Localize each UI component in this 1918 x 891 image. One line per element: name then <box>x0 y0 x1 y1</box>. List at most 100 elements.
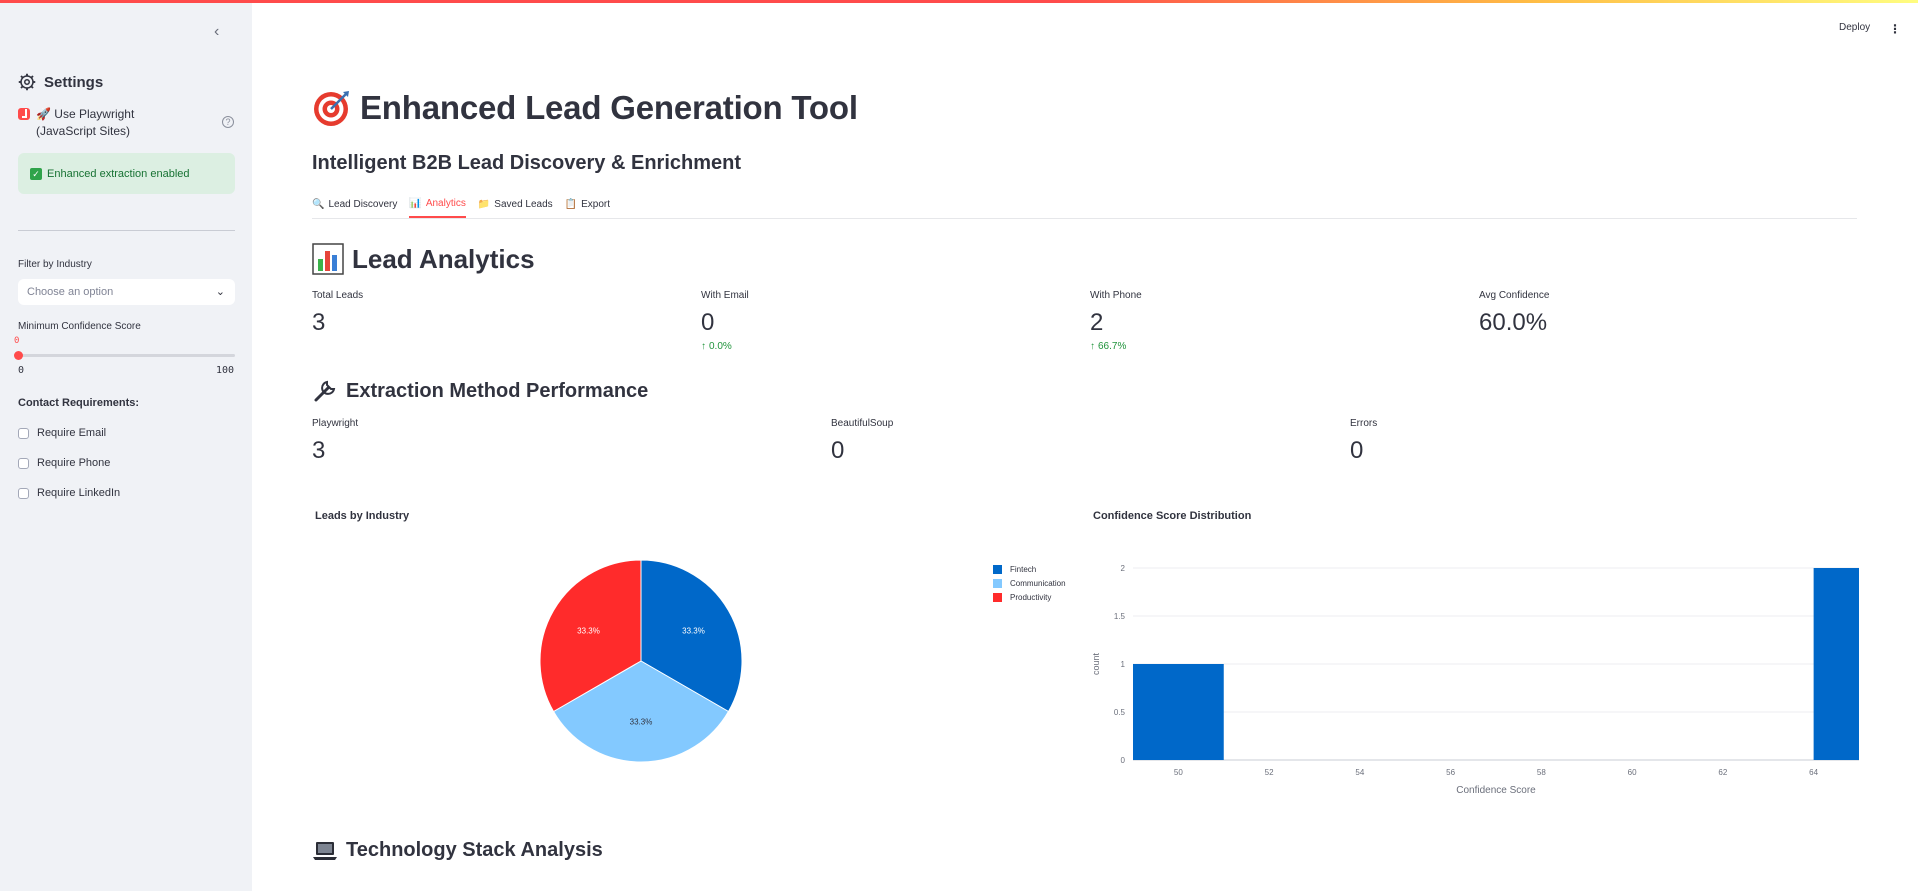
metric-value: 3 <box>312 309 326 336</box>
pie-legend: Fintech Communication Productivity <box>993 562 1066 604</box>
tab-lead-discovery-label: Lead Discovery <box>328 198 398 210</box>
require-linkedin-label: Require LinkedIn <box>37 487 121 499</box>
metric-label: With Phone <box>1090 290 1142 301</box>
collapse-sidebar-icon[interactable]: ‹ <box>214 23 220 40</box>
metric-label: Errors <box>1350 418 1378 429</box>
require-phone-checkbox[interactable] <box>18 457 29 469</box>
x-tick-label: 52 <box>1265 768 1274 777</box>
settings-heading: Settings <box>18 73 103 91</box>
require-email-row[interactable]: Require Email <box>18 427 106 439</box>
legend-label: Fintech <box>1010 564 1037 574</box>
y-tick-label: 1.5 <box>1114 612 1126 621</box>
metric-value: 60.0% <box>1479 309 1548 336</box>
tab-analytics[interactable]: 📊 Analytics <box>409 192 466 218</box>
legend-swatch <box>993 578 1002 588</box>
tab-bar: 🔍 Lead Discovery 📊 Analytics 📁 Saved Lea… <box>312 192 1857 219</box>
lead-analytics-heading: Lead Analytics <box>312 243 535 275</box>
deploy-button[interactable]: Deploy <box>1839 22 1871 33</box>
pie-chart-title: Leads by Industry <box>315 510 410 522</box>
legend-swatch <box>993 564 1002 574</box>
y-tick-label: 1 <box>1121 660 1126 669</box>
metric-delta-value: 66.7% <box>1098 341 1127 352</box>
tech-stack-heading: Technology Stack Analysis <box>312 839 603 862</box>
y-tick-label: 0 <box>1121 756 1126 765</box>
playwright-checkbox-row[interactable]: 🚀 Use Playwright (JavaScript Sites) ? <box>18 106 236 140</box>
metric-value: 0 <box>831 437 845 464</box>
pie-slice-label: 33.3% <box>682 627 705 636</box>
x-tick-label: 56 <box>1446 768 1455 777</box>
require-phone-label: Require Phone <box>37 457 111 469</box>
metric-beautifulsoup: BeautifulSoup 0 <box>831 418 893 465</box>
page-subtitle: Intelligent B2B Lead Discovery & Enrichm… <box>312 152 741 174</box>
legend-label: Productivity <box>1010 592 1052 602</box>
bar-chart-icon <box>312 243 344 275</box>
kebab-icon[interactable]: ⋮ <box>1889 22 1901 36</box>
industry-select-placeholder: Choose an option <box>27 286 114 298</box>
pie-slice-fintech[interactable] <box>640 559 743 713</box>
require-email-label: Require Email <box>37 427 107 439</box>
histogram-bar[interactable] <box>1133 664 1224 760</box>
x-tick-label: 60 <box>1628 768 1637 777</box>
metric-label: Avg Confidence <box>1479 290 1550 301</box>
histogram-chart[interactable]: 0 0.5 1 1.5 2 50 52 54 56 58 60 62 64 Confidence Scor… <box>1090 550 1870 800</box>
confidence-label: Minimum Confidence Score <box>18 321 141 332</box>
metric-label: Total Leads <box>312 290 364 301</box>
pie-slice-productivity[interactable] <box>539 559 642 713</box>
success-text: Enhanced extraction enabled <box>47 167 190 180</box>
legend-item-productivity[interactable]: Productivity <box>993 590 1066 604</box>
lead-analytics-title: Lead Analytics <box>352 243 535 274</box>
metric-value: 0 <box>701 309 715 336</box>
chevron-down-icon: ⌄ <box>215 286 225 298</box>
slider-current-value: 0 <box>14 336 20 346</box>
metric-value: 2 <box>1090 309 1104 336</box>
pie-chart[interactable]: 33.3% 33.3% 33.3% <box>530 550 752 772</box>
slider-min-label: 0 <box>18 365 25 376</box>
folder-icon: 📁 <box>477 198 491 210</box>
metric-avg-confidence: Avg Confidence 60.0% <box>1479 290 1549 337</box>
confidence-slider-track[interactable] <box>18 354 235 357</box>
metric-delta: ↑ 66.7% <box>1090 341 1142 352</box>
require-email-checkbox[interactable] <box>18 427 29 439</box>
histogram-bar[interactable] <box>1813 568 1859 760</box>
legend-label: Communication <box>1010 578 1066 588</box>
tab-lead-discovery[interactable]: 🔍 Lead Discovery <box>312 192 397 218</box>
playwright-label: 🚀 Use Playwright (JavaScript Sites) <box>36 107 135 138</box>
slider-max-label: 100 <box>216 365 235 376</box>
legend-item-fintech[interactable]: Fintech <box>993 562 1066 576</box>
page-title-row: Enhanced Lead Generation Tool <box>312 88 858 128</box>
sidebar-divider <box>18 230 235 231</box>
metric-delta: ↑ 0.0% <box>701 341 749 352</box>
playwright-checkbox[interactable] <box>18 108 30 120</box>
tab-saved-leads[interactable]: 📁 Saved Leads <box>478 192 553 218</box>
arrow-up-icon: ↑ <box>1090 341 1095 352</box>
metric-label: Playwright <box>312 418 359 429</box>
metric-value: 0 <box>1350 437 1364 464</box>
laptop-icon <box>313 841 337 860</box>
metric-total-leads: Total Leads 3 <box>312 290 363 337</box>
tab-saved-leads-label: Saved Leads <box>494 198 553 210</box>
legend-swatch <box>993 592 1002 602</box>
x-tick-label: 54 <box>1355 768 1364 777</box>
filter-label: Filter by Industry <box>18 259 92 270</box>
x-tick-label: 62 <box>1718 768 1727 777</box>
tab-analytics-label: Analytics <box>425 197 466 209</box>
require-linkedin-checkbox[interactable] <box>18 487 29 499</box>
help-icon[interactable]: ? <box>222 116 234 128</box>
confidence-slider-thumb[interactable] <box>14 351 23 360</box>
tab-export[interactable]: 📋 Export <box>565 192 610 218</box>
require-linkedin-row[interactable]: Require LinkedIn <box>18 487 120 499</box>
x-tick-label: 64 <box>1809 768 1818 777</box>
clipboard-icon: 📋 <box>564 198 578 210</box>
metric-with-phone: With Phone 2 ↑ 66.7% <box>1090 290 1142 352</box>
metric-playwright: Playwright 3 <box>312 418 358 465</box>
top-decoration-bar <box>0 0 1918 3</box>
y-tick-label: 2 <box>1121 564 1126 573</box>
arrow-up-icon: ↑ <box>701 341 706 352</box>
legend-item-communication[interactable]: Communication <box>993 576 1066 590</box>
contact-requirements-heading: Contact Requirements: <box>18 397 140 409</box>
x-tick-label: 58 <box>1537 768 1546 777</box>
page-title: Enhanced Lead Generation Tool <box>360 89 858 126</box>
target-icon <box>314 91 349 126</box>
industry-select[interactable]: Choose an option ⌄ <box>18 279 235 305</box>
require-phone-row[interactable]: Require Phone <box>18 457 110 469</box>
